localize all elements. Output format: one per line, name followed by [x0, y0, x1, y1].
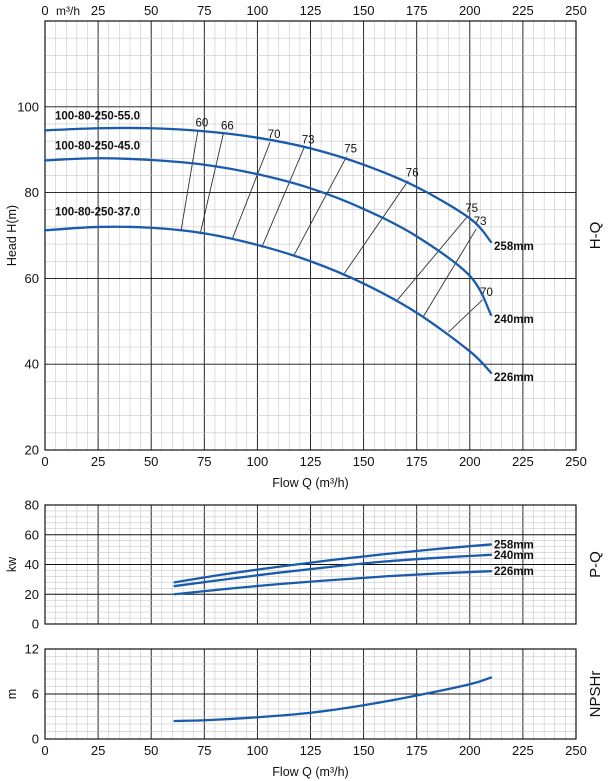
panel-title: P-Q: [587, 551, 604, 578]
plot-frame: [44, 648, 577, 740]
series-line: [43, 157, 493, 317]
plot-frame: [44, 20, 577, 451]
efficiency-label: 76: [406, 168, 419, 180]
x-tick-label: 25: [91, 454, 105, 469]
y-tick-label: 80: [25, 185, 39, 200]
top-x-tick-label: 225: [512, 3, 534, 18]
y-tick-label: 20: [25, 587, 39, 602]
x-tick-label: 150: [353, 743, 375, 758]
x-tick-label: 75: [197, 743, 211, 758]
y-axis-label: m: [5, 689, 19, 699]
y-tick-label: 60: [25, 271, 39, 286]
x-tick-label: 75: [197, 454, 211, 469]
y-tick-label: 12: [25, 642, 39, 657]
x-tick-label: 50: [144, 743, 158, 758]
top-x-tick-label: 50: [144, 3, 158, 18]
efficiency-line: [397, 215, 469, 301]
top-x-tick-label: 175: [406, 3, 428, 18]
series-end-label: 240mm: [494, 550, 534, 562]
x-tick-label: 175: [406, 454, 428, 469]
plot-frame: [44, 504, 577, 625]
x-axis-label: Flow Q (m³/h): [272, 476, 348, 490]
series-line: [43, 126, 493, 244]
efficiency-line: [293, 156, 348, 257]
series-model-label: 100-80-250-37.0: [55, 206, 140, 218]
efficiency-label: 75: [344, 144, 357, 156]
y-tick-label: 20: [25, 443, 39, 458]
x-axis-label: Flow Q (m³/h): [272, 765, 348, 779]
y-tick-label: 40: [25, 557, 39, 572]
series-line: [43, 225, 493, 374]
y-axis-label: kw: [5, 556, 19, 572]
x-tick-label: 100: [247, 743, 269, 758]
efficiency-label: 60: [196, 117, 209, 129]
y-tick-label: 6: [32, 687, 39, 702]
x-tick-label: 250: [565, 743, 587, 758]
hq-panel: 20 40 60 80 100 0 25 50 75 100 125 150 175 200 225 250 0…: [5, 3, 604, 490]
x-tick-label: 225: [512, 454, 534, 469]
top-axis-unit: m³/h: [56, 4, 80, 18]
y-tick-label: 100: [17, 99, 39, 114]
x-tick-label: 250: [565, 454, 587, 469]
x-tick-label: 125: [300, 454, 322, 469]
x-tick-label: 100: [247, 454, 269, 469]
top-x-tick-label: 150: [353, 3, 375, 18]
efficiency-line: [422, 228, 477, 318]
x-tick-label: 50: [144, 454, 158, 469]
efficiency-label: 66: [221, 120, 234, 132]
npsh-panel: 0 6 12 0 25 50 75 100 125 150 175 200 225 250 m Flow Q …: [5, 642, 604, 780]
y-tick-label: 40: [25, 357, 39, 372]
x-tick-label: 25: [91, 743, 105, 758]
series-line: [173, 676, 493, 723]
x-tick-label: 125: [300, 743, 322, 758]
series-line: [173, 553, 493, 588]
series-end-label: 226mm: [494, 566, 534, 578]
efficiency-line: [448, 299, 483, 333]
series-model-label: 100-80-250-55.0: [55, 111, 140, 123]
efficiency-line: [231, 141, 271, 240]
efficiency-line: [199, 133, 224, 235]
x-tick-label: 200: [459, 743, 481, 758]
series-end-label: 240mm: [494, 314, 534, 326]
x-tick-label: 0: [41, 743, 48, 758]
x-tick-label: 150: [353, 454, 375, 469]
panel-title: NPSHr: [587, 671, 604, 718]
efficiency-line: [180, 130, 199, 232]
top-x-tick-label: 75: [197, 3, 211, 18]
x-tick-label: 225: [512, 743, 534, 758]
y-axis-label: Head H(m): [5, 205, 19, 266]
top-x-tick-label: 250: [565, 3, 587, 18]
series-end-label: 258mm: [494, 539, 534, 551]
series-end-label: 226mm: [494, 372, 534, 384]
x-tick-label: 175: [406, 743, 428, 758]
top-x-tick-label: 25: [91, 3, 105, 18]
top-x-tick-label: 0: [41, 3, 48, 18]
y-tick-label: 80: [25, 498, 39, 513]
efficiency-label: 70: [268, 129, 281, 141]
series-line: [173, 570, 493, 596]
panel-title: H-Q: [587, 222, 604, 250]
top-x-tick-label: 200: [459, 3, 481, 18]
efficiency-line: [344, 180, 409, 274]
series-end-label: 258mm: [494, 241, 534, 253]
efficiency-label: 73: [302, 135, 315, 147]
efficiency-line: [261, 147, 305, 248]
x-tick-label: 0: [41, 454, 48, 469]
efficiency-label: 75: [465, 203, 478, 215]
y-tick-label: 0: [32, 732, 39, 747]
y-tick-label: 60: [25, 527, 39, 542]
series-line: [173, 543, 493, 584]
x-tick-label: 200: [459, 454, 481, 469]
top-x-tick-label: 100: [247, 3, 269, 18]
y-tick-label: 0: [32, 617, 39, 632]
top-x-tick-label: 125: [300, 3, 322, 18]
series-model-label: 100-80-250-45.0: [55, 141, 140, 153]
